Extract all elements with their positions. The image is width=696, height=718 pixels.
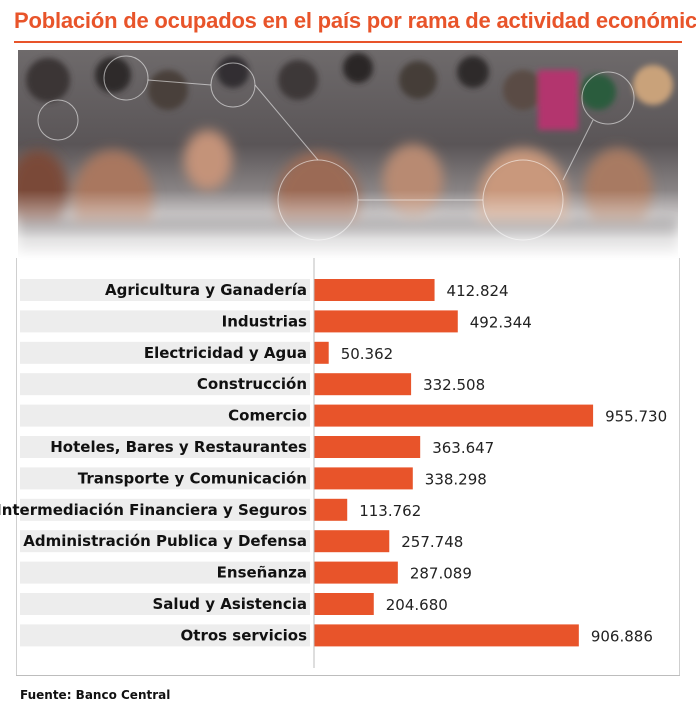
row-band — [20, 310, 310, 333]
bar — [314, 624, 579, 647]
bar — [314, 530, 390, 553]
category-label: Salud y Asistencia — [153, 595, 308, 613]
value-label: 906.886 — [591, 627, 653, 645]
value-label: 287.089 — [410, 565, 472, 583]
bar — [314, 310, 458, 333]
value-label: 50.362 — [341, 345, 394, 363]
value-label: 338.298 — [425, 470, 487, 488]
bar — [314, 436, 421, 458]
category-label: Intermediación Financiera y Seguros — [0, 501, 307, 519]
source-note: Fuente: Banco Central — [20, 688, 171, 702]
row-band — [20, 373, 310, 396]
row-band — [20, 467, 310, 490]
value-label: 955.730 — [605, 408, 667, 426]
category-label: Industrias — [222, 312, 307, 330]
bar — [314, 561, 398, 584]
value-label: 492.344 — [470, 313, 532, 331]
title-underline — [14, 41, 682, 43]
value-label: 113.762 — [359, 502, 421, 520]
row-band — [20, 341, 310, 364]
bar — [314, 279, 435, 301]
bar — [314, 593, 374, 615]
row-band — [20, 593, 310, 615]
row-band — [20, 561, 310, 584]
value-label: 332.508 — [423, 376, 485, 394]
value-label: 204.680 — [386, 596, 448, 614]
photo-fade — [18, 190, 678, 260]
category-label: Electricidad y Agua — [144, 344, 307, 362]
row-band — [20, 404, 310, 427]
value-label: 412.824 — [447, 282, 509, 300]
row-band — [20, 624, 310, 647]
bar — [314, 498, 348, 521]
frame-right-border — [679, 258, 680, 676]
category-label: Agricultura y Ganadería — [105, 281, 307, 299]
crowd-photo — [18, 50, 678, 260]
bar — [314, 467, 413, 490]
bottom-rule — [16, 675, 680, 676]
category-label: Administración Publica y Defensa — [23, 532, 307, 550]
frame-left-border — [16, 258, 17, 676]
category-label: Hoteles, Bares y Restaurantes — [50, 438, 307, 456]
category-label: Comercio — [228, 407, 307, 425]
chart-title: Población de ocupados en el país por ram… — [14, 8, 696, 33]
row-band — [20, 498, 310, 521]
bar — [314, 341, 329, 364]
bar — [314, 373, 412, 396]
category-label: Enseñanza — [217, 564, 307, 582]
value-label: 257.748 — [401, 533, 463, 551]
category-label: Otros servicios — [181, 626, 308, 644]
value-label: 363.647 — [432, 439, 494, 457]
category-label: Construcción — [197, 375, 307, 393]
row-band — [20, 530, 310, 553]
category-label: Transporte y Comunicación — [78, 469, 307, 487]
row-band — [20, 436, 310, 458]
bar — [314, 404, 594, 427]
row-band — [20, 279, 310, 301]
